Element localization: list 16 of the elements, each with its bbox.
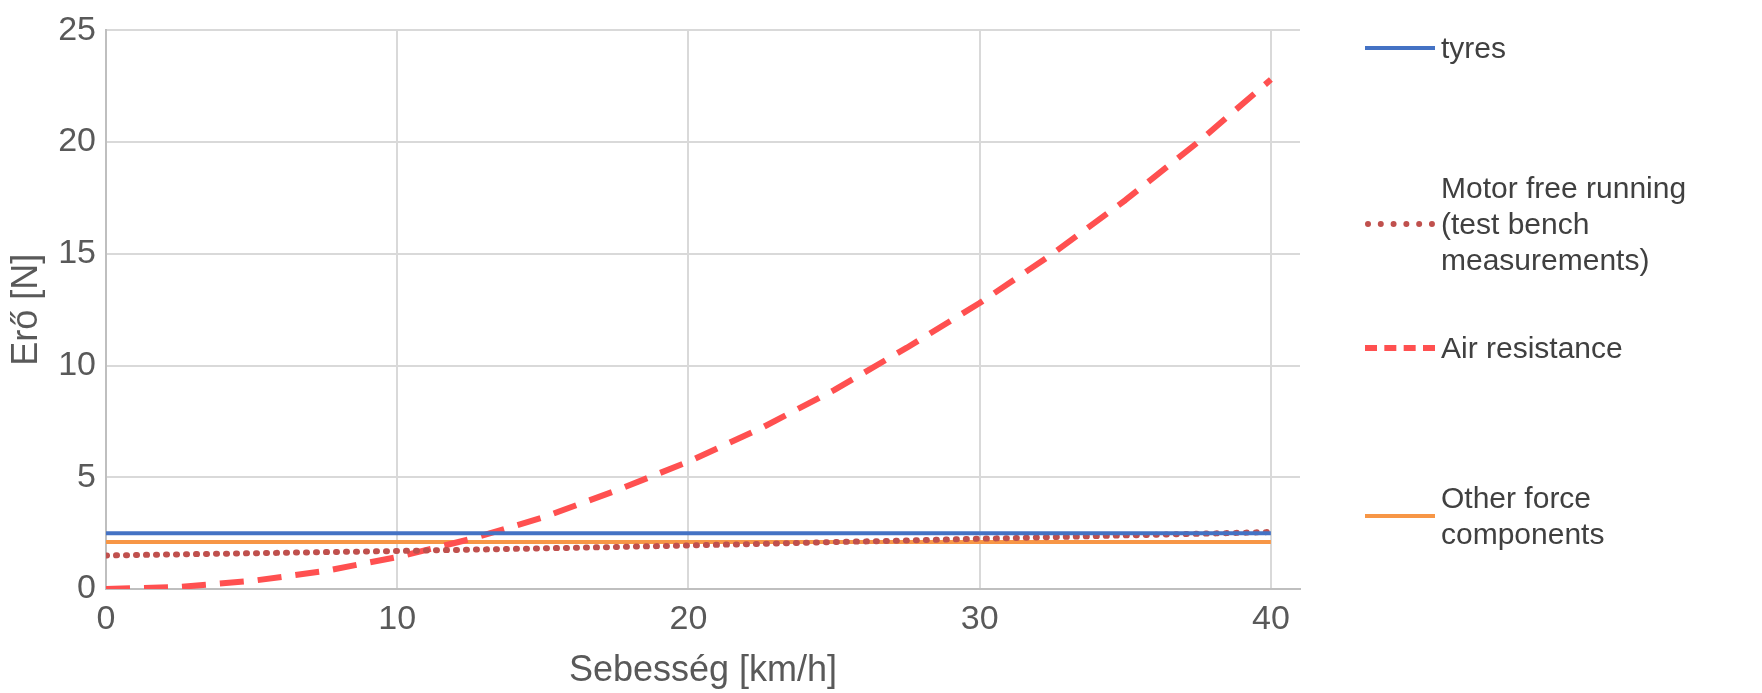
x-tick-label: 10	[378, 597, 417, 636]
y-tick-label: 20	[58, 120, 97, 159]
x-axis-title: Sebesség [km/h]	[568, 648, 838, 690]
y-axis-title: Erő [N]	[3, 253, 45, 366]
x-tick-label: 30	[960, 597, 999, 636]
legend-label: Other force components	[1441, 480, 1606, 552]
x-tick-label: 20	[669, 597, 708, 636]
y-tick-label: 10	[58, 343, 97, 382]
legend-label: Motor free running (test bench measurements)	[1441, 170, 1688, 278]
y-tick-label: 5	[77, 455, 97, 494]
legend-label: Air resistance	[1441, 330, 1624, 366]
x-tick-label: 40	[1251, 597, 1290, 636]
y-tick-label: 25	[58, 8, 97, 47]
y-tick-label: 15	[58, 232, 97, 271]
y-tick-label: 0	[77, 567, 97, 606]
legend-label: tyres	[1441, 30, 1507, 66]
